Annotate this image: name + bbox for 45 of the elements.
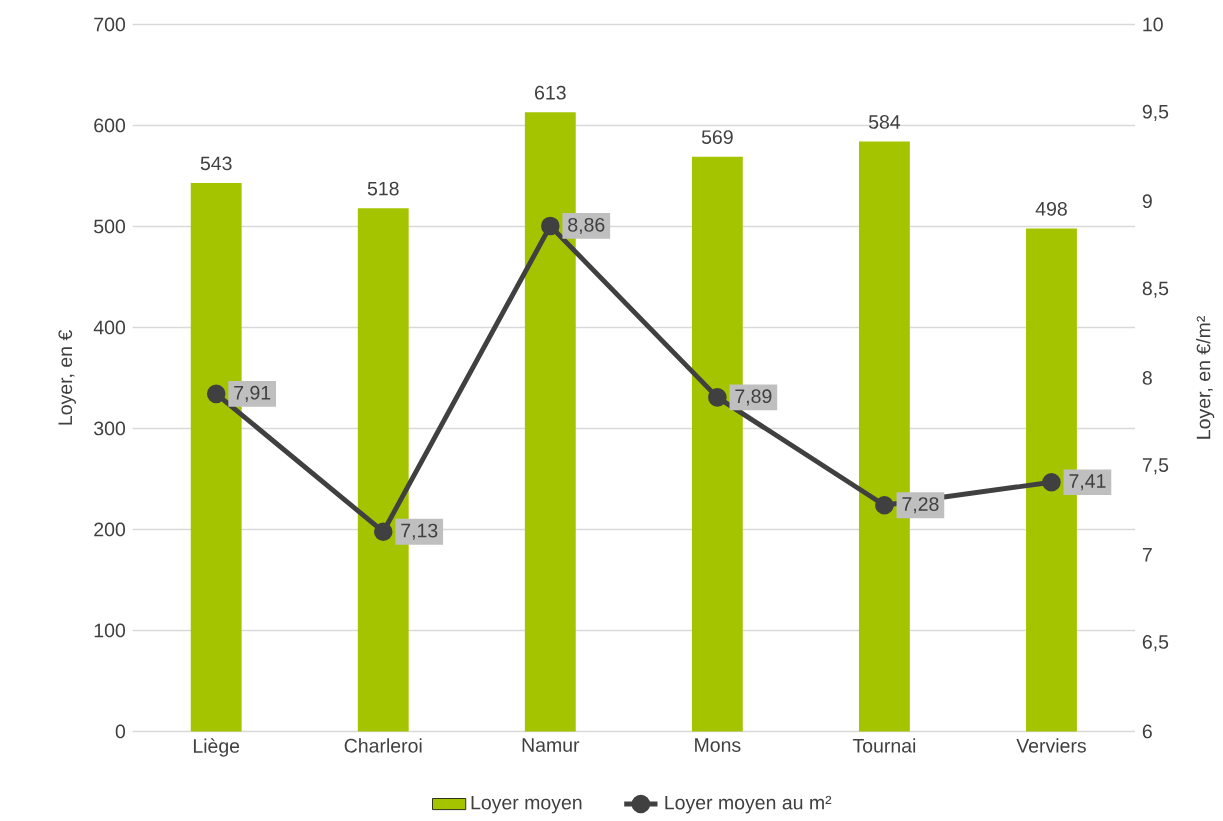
y2-tick-label: 7 [1142,547,1152,562]
data-label: 498 [1035,201,1067,216]
y-tick-label: 500 [94,219,126,234]
point [206,384,226,403]
point [708,387,727,407]
data-label: 543 [200,156,232,171]
data-label: 8,86 [568,217,605,234]
y2-tick-label: 6,5 [1142,634,1169,651]
y-axis-title: Loyer, en € [58,329,76,425]
data-label: 584 [868,114,901,129]
x-tick-label: Charleroi [344,738,422,753]
y-tick-label: 400 [93,320,126,335]
y2-tick-label: 6 [1142,724,1152,739]
x-tick-label: Liège [193,738,240,757]
data-label: 518 [367,181,399,196]
x-tick-label: Tournai [852,738,916,753]
y2-tick-label: 9,5 [1142,104,1169,121]
point [1042,472,1061,492]
x-tick-label: Verviers [1016,738,1086,753]
data-label: 7,28 [902,496,939,514]
y-tick-label: 200 [94,522,126,537]
y2-tick-label: 9 [1142,194,1152,208]
legend-label: Loyer moyen [471,795,582,814]
data-label: 7,91 [234,385,271,402]
point [875,495,894,515]
legend-label: Loyer moyen au m² [665,795,832,814]
point [373,522,393,541]
y-tick-label: 100 [94,623,126,638]
y-tick-label: 700 [94,17,126,32]
y-tick-label: 600 [94,118,126,133]
y2-tick-label: 8 [1142,370,1152,385]
data-label: 7,89 [735,389,772,406]
point [541,216,560,236]
y2-tick-label: 7,5 [1142,458,1169,475]
data-label: 613 [535,85,566,100]
data-label: 569 [701,130,733,144]
y2-tick-label: 8,5 [1142,281,1169,298]
x-tick-label: Namur [522,738,580,752]
y2-tick-label: 10 [1143,17,1163,32]
y-tick-label: 0 [115,724,126,739]
x-tick-label: Mons [695,738,741,752]
data-label: 7,13 [401,523,438,540]
data-label: 7,41 [1069,474,1106,490]
y-tick-label: 300 [94,421,126,436]
y2-axis-title: Loyer, en €/m² [1196,315,1215,439]
